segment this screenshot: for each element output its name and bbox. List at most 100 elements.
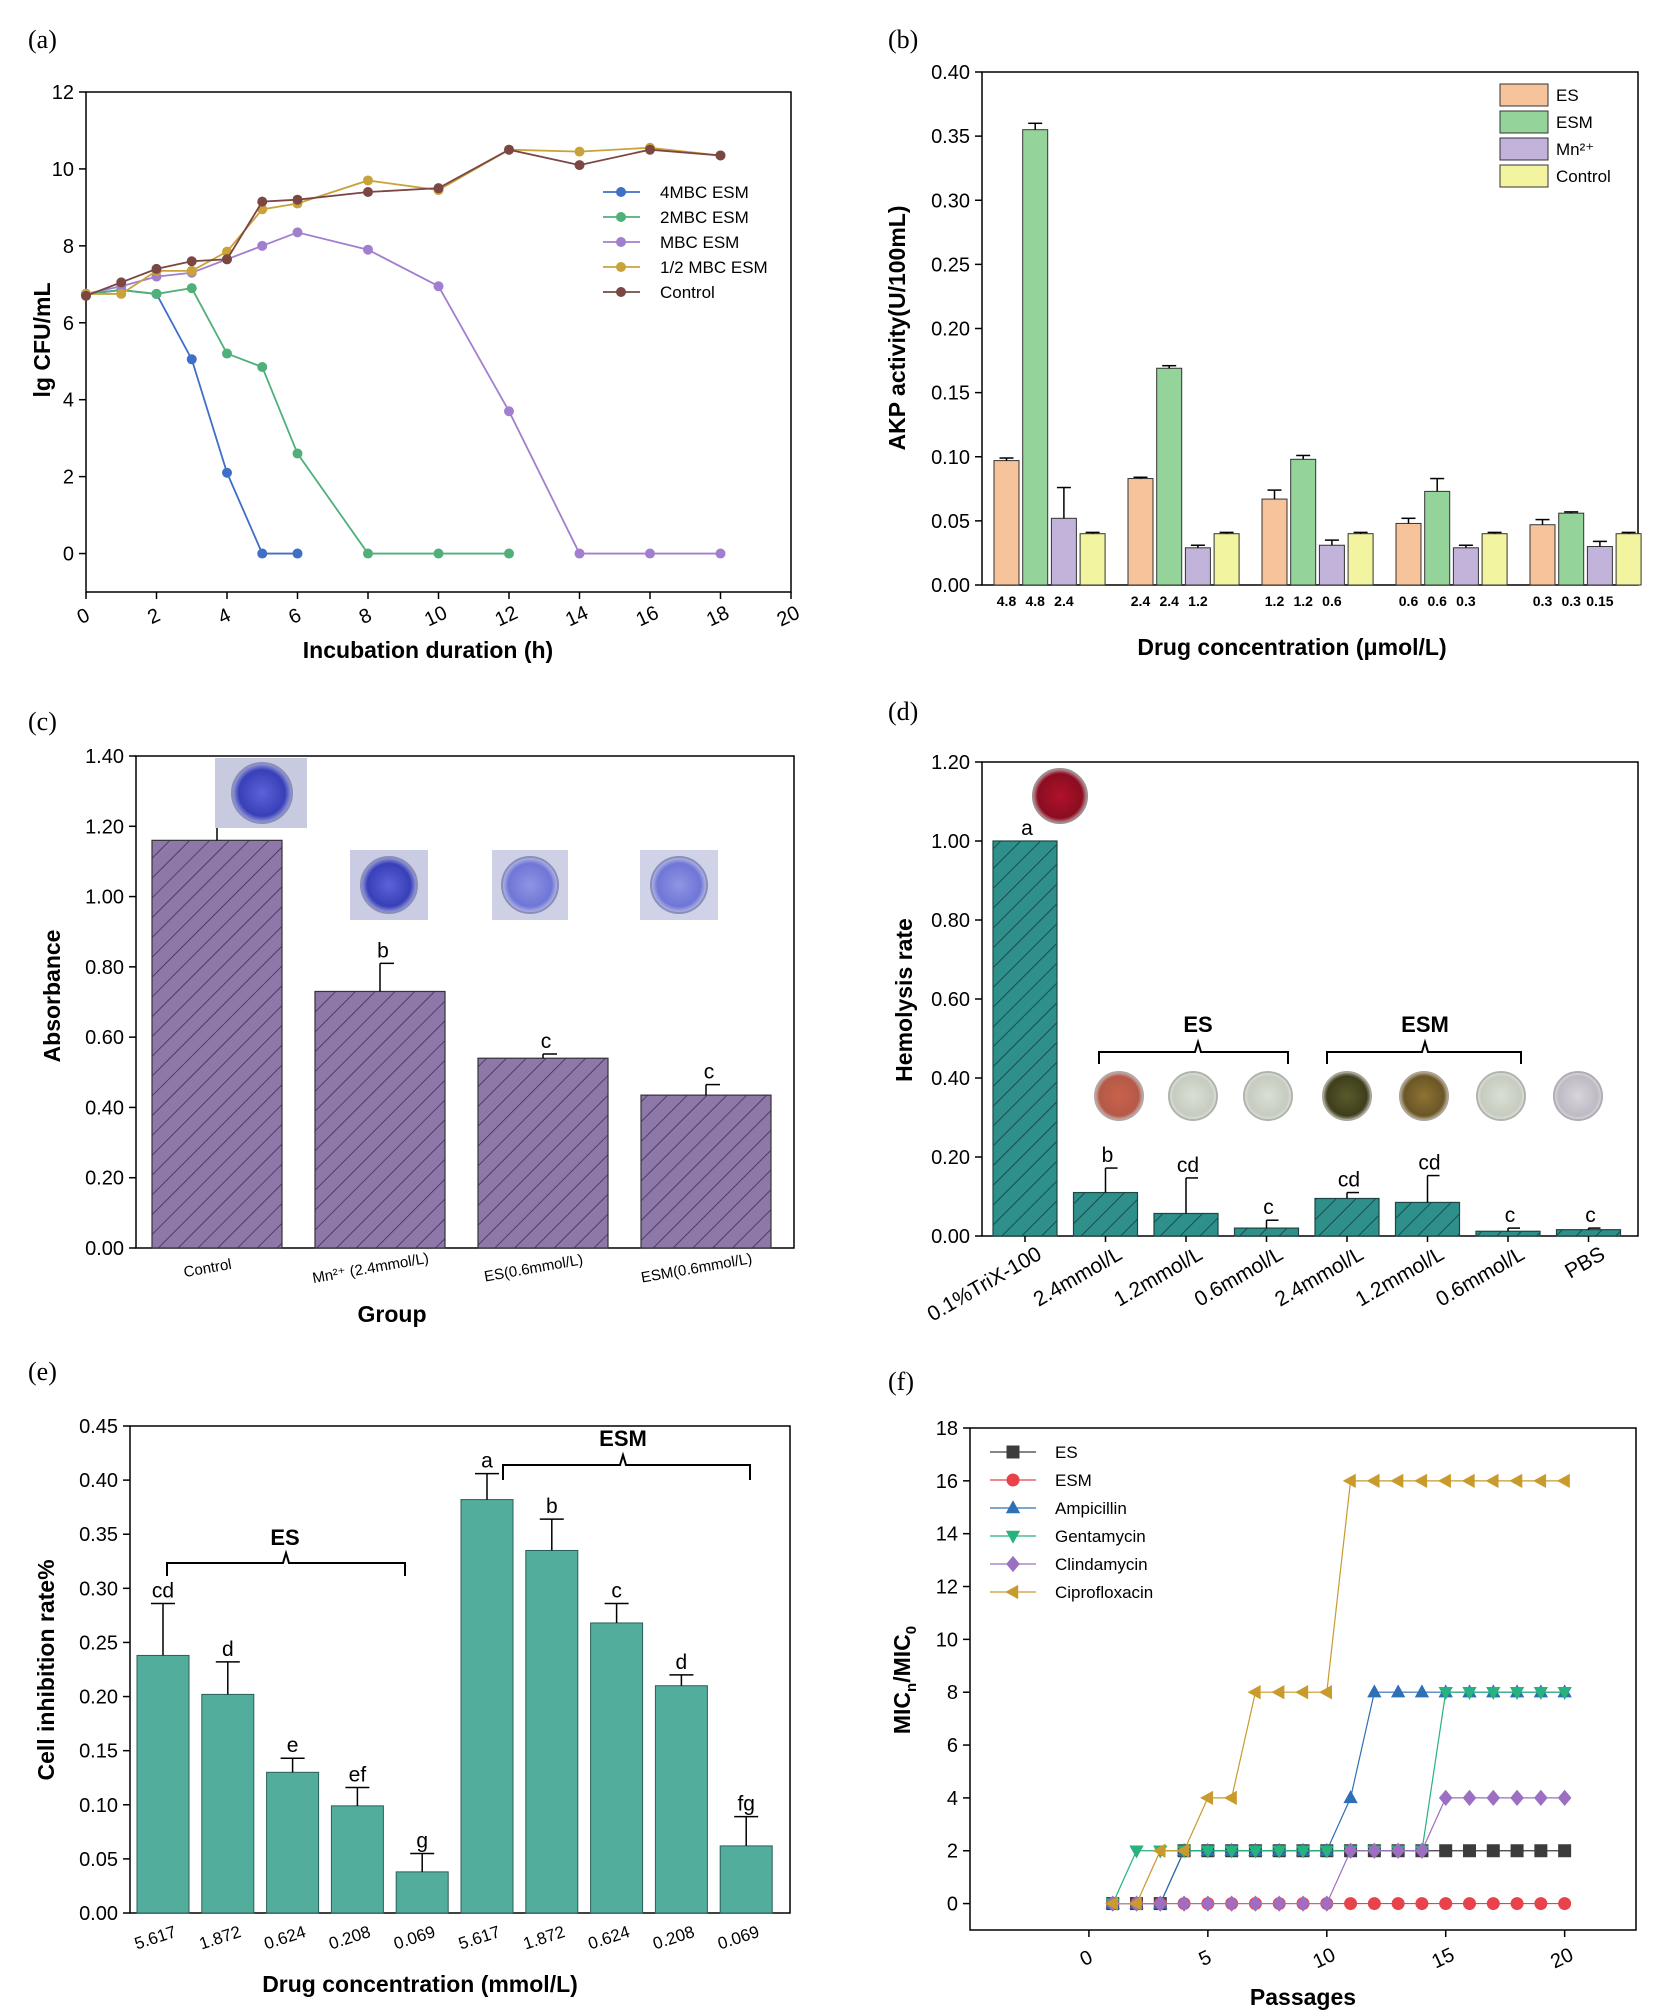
x-tick-label: 1.2 bbox=[1188, 593, 1208, 609]
data-point bbox=[1318, 1685, 1332, 1700]
panel-d-label: (d) bbox=[888, 697, 918, 726]
data-point bbox=[257, 240, 268, 251]
y-tick-label: 0.00 bbox=[79, 1903, 118, 1925]
data-point bbox=[257, 548, 268, 559]
legend-marker bbox=[1006, 1555, 1020, 1573]
panel-c-xlabel: Group bbox=[358, 1301, 427, 1327]
y-tick-label: 0.30 bbox=[931, 190, 970, 212]
data-point bbox=[1200, 1790, 1214, 1806]
legend-label: ES bbox=[1055, 1443, 1078, 1462]
significance-label: ef bbox=[349, 1763, 367, 1786]
legend-swatch bbox=[1499, 110, 1549, 134]
y-tick-label: 0.20 bbox=[931, 1147, 970, 1169]
significance-label: c bbox=[541, 1030, 552, 1053]
data-point bbox=[1438, 1687, 1453, 1701]
data-point bbox=[1224, 1845, 1239, 1859]
legend-swatch bbox=[1499, 137, 1549, 161]
data-point bbox=[1415, 1842, 1429, 1859]
bar bbox=[460, 1499, 514, 1914]
data-point bbox=[1462, 1687, 1477, 1701]
x-tick-label: 0.3 bbox=[1533, 593, 1553, 609]
data-point bbox=[504, 548, 514, 559]
significance-label: b bbox=[377, 939, 389, 962]
legend-marker bbox=[1005, 1500, 1021, 1514]
y-tick-label: 6 bbox=[63, 313, 74, 335]
y-tick-label: 0.10 bbox=[931, 447, 970, 469]
data-point bbox=[1461, 1473, 1475, 1488]
data-point bbox=[433, 281, 444, 292]
panel-b-ylabel: AKP activity(U/100mL) bbox=[884, 206, 910, 451]
significance-label: cd bbox=[152, 1579, 174, 1602]
data-point bbox=[1462, 1789, 1477, 1807]
data-point bbox=[1128, 1896, 1142, 1911]
series-line-2MBC ESM bbox=[85, 287, 509, 555]
panel-f-ylabel: MICn/MIC0 bbox=[889, 1626, 920, 1734]
y-tick-label: 0.20 bbox=[85, 1168, 124, 1190]
panel-e-xlabel: Drug concentration (mmol/L) bbox=[262, 1971, 578, 1997]
data-point bbox=[1486, 1687, 1501, 1701]
y-tick-label: 8 bbox=[63, 236, 74, 258]
y-tick-label: 1.00 bbox=[85, 887, 124, 909]
panel-f-series bbox=[1104, 1473, 1572, 1912]
y-tick-label: 0.25 bbox=[931, 254, 970, 276]
x-tick-label: 0.15 bbox=[1586, 593, 1613, 609]
data-point bbox=[1485, 1473, 1499, 1488]
bar-ES bbox=[993, 460, 1020, 586]
bar-Mn²⁺ bbox=[1184, 547, 1211, 586]
y-tick-label: 0.05 bbox=[79, 1849, 118, 1871]
legend-label: ESM bbox=[1055, 1471, 1092, 1490]
y-tick-label: 0.00 bbox=[85, 1238, 124, 1260]
bar-Mn²⁺ bbox=[1586, 546, 1613, 586]
data-point bbox=[1509, 1687, 1525, 1701]
bar-ESM bbox=[1558, 512, 1585, 586]
bracket-es bbox=[166, 1549, 406, 1576]
legend-marker bbox=[1006, 1473, 1020, 1487]
data-point bbox=[1557, 1687, 1572, 1701]
data-point bbox=[1415, 1897, 1429, 1911]
bar bbox=[1233, 1227, 1300, 1237]
panel-b-bar-chart: (b) 0.00 0.05 0.10 0.15 0.20 0.25 0.30 0.35 0.40… bbox=[884, 25, 1642, 660]
legend-marker bbox=[1006, 1445, 1020, 1459]
legend-marker bbox=[616, 187, 626, 197]
bar-ESM bbox=[1156, 367, 1183, 586]
data-point bbox=[292, 448, 303, 459]
data-point bbox=[1152, 1843, 1166, 1858]
data-point bbox=[81, 290, 91, 301]
bar bbox=[1153, 1212, 1219, 1237]
panel-a-xlabel: Incubation duration (h) bbox=[303, 637, 553, 663]
data-point bbox=[186, 354, 197, 365]
significance-label: c bbox=[611, 1579, 622, 1602]
y-tick-label: 0.00 bbox=[931, 1226, 970, 1248]
panel-d-ylabel: Hemolysis rate bbox=[891, 918, 917, 1082]
panel-b-axes: 0.00 0.05 0.10 0.15 0.20 0.25 0.30 0.35 0.40 bbox=[931, 62, 982, 597]
data-point bbox=[1558, 1897, 1572, 1911]
significance-label: cd bbox=[1338, 1169, 1360, 1192]
data-point bbox=[1486, 1789, 1501, 1807]
y-tick-label: 4 bbox=[947, 1788, 958, 1810]
significance-label: a bbox=[1021, 817, 1033, 840]
data-point bbox=[1437, 1473, 1451, 1488]
data-point bbox=[116, 277, 127, 288]
legend-label: ESM bbox=[1556, 113, 1593, 132]
bar bbox=[314, 990, 446, 1249]
bar bbox=[1394, 1201, 1461, 1237]
legend-label: Clindamycin bbox=[1055, 1555, 1148, 1574]
legend-label: ES bbox=[1556, 86, 1579, 105]
x-tick-label: 1.2 bbox=[1293, 593, 1313, 609]
panel-d-well-images bbox=[1032, 768, 1603, 1121]
bar-ES bbox=[1261, 498, 1288, 586]
y-tick-label: 10 bbox=[936, 1629, 958, 1651]
data-point bbox=[257, 362, 268, 372]
significance-label: e bbox=[287, 1734, 299, 1757]
bar bbox=[1475, 1230, 1541, 1237]
y-tick-label: 2 bbox=[947, 1841, 958, 1863]
data-point bbox=[257, 196, 268, 207]
y-tick-label: 0.40 bbox=[85, 1097, 124, 1119]
y-tick-label: 1.20 bbox=[85, 816, 124, 838]
legend-marker bbox=[616, 212, 626, 222]
data-point bbox=[1414, 1684, 1430, 1698]
bar-Control bbox=[1347, 533, 1374, 586]
significance-label: cd bbox=[1418, 1152, 1440, 1175]
x-tick-label: 2.4 bbox=[1131, 593, 1151, 609]
